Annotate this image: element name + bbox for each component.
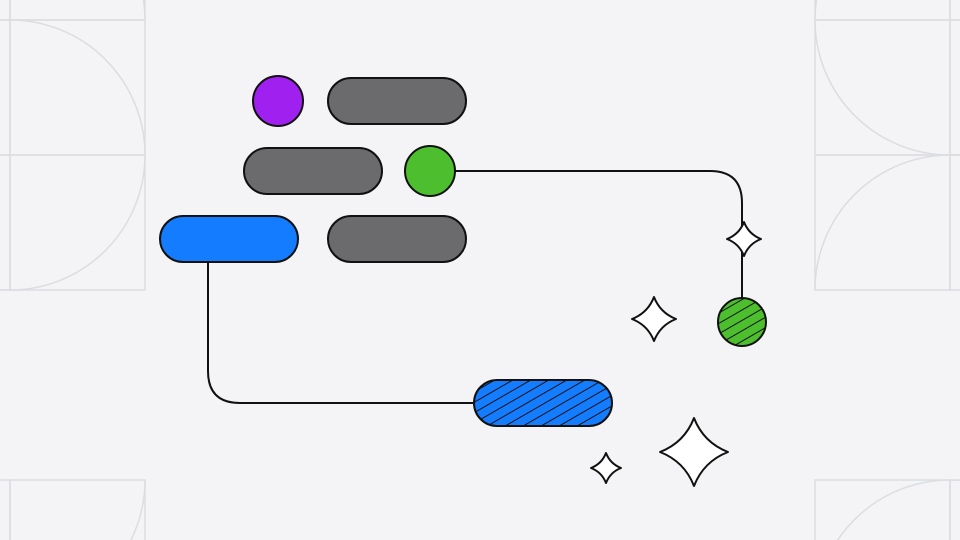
gray-pill-1 [328, 78, 466, 124]
blue-pill [160, 216, 298, 262]
green-circle-hatched [718, 298, 766, 346]
gray-pill-3 [328, 216, 466, 262]
gray-pill-2 [244, 148, 382, 194]
green-circle [405, 146, 455, 196]
blue-pill-hatched [474, 380, 612, 426]
purple-circle [253, 76, 303, 126]
diagram-canvas [0, 0, 960, 540]
